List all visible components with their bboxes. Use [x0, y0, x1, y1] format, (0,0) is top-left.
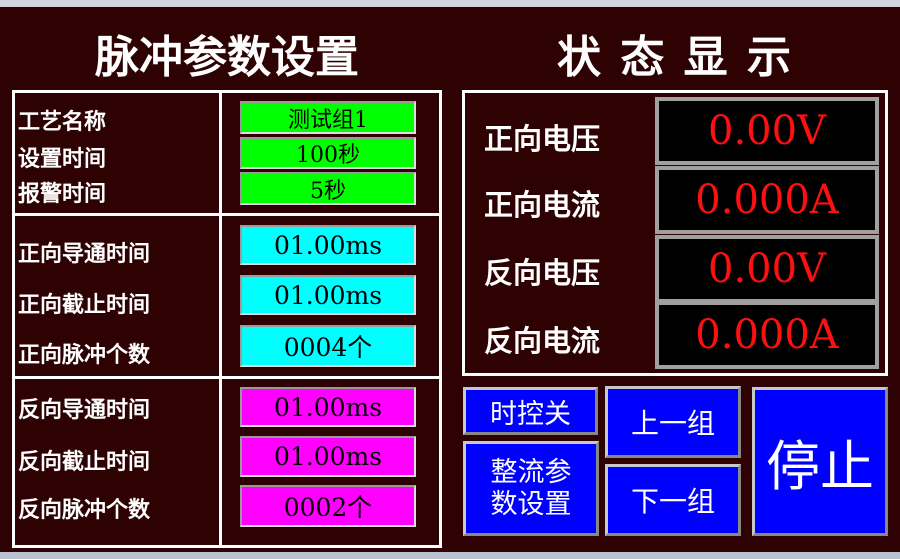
- set-time-label: 设置时间: [18, 147, 107, 172]
- window-bottom-bar: [0, 552, 900, 559]
- reverse-current-label: 反向电流: [484, 324, 601, 358]
- prev-group-button[interactable]: 上一组: [605, 386, 741, 458]
- reverse-voltage-display: 0.00V: [655, 235, 879, 303]
- forward-voltage-label: 正向电压: [484, 122, 601, 156]
- reverse-pulse-count-field[interactable]: 0002个: [240, 485, 416, 527]
- set-time-field[interactable]: 100秒: [240, 137, 416, 169]
- reverse-on-time-label: 反向导通时间: [18, 398, 151, 423]
- reverse-off-time-label: 反向截止时间: [18, 450, 151, 475]
- alarm-time-label: 报警时间: [18, 182, 107, 207]
- forward-on-time-field[interactable]: 01.00ms: [240, 225, 416, 265]
- reverse-on-time-field[interactable]: 01.00ms: [240, 387, 416, 427]
- reverse-pulse-count-label: 反向脉冲个数: [18, 498, 151, 523]
- window-top-bar: [0, 0, 900, 7]
- forward-on-time-label: 正向导通时间: [18, 242, 151, 267]
- stop-button[interactable]: 停止: [752, 387, 888, 536]
- params-panel: [12, 90, 442, 548]
- divider: [219, 90, 222, 548]
- forward-current-label: 正向电流: [484, 188, 601, 222]
- status-display-title: 状 态 显 示: [557, 32, 793, 83]
- forward-pulse-count-field[interactable]: 0004个: [240, 325, 416, 367]
- status-panel: [462, 90, 888, 376]
- reverse-voltage-label: 反向电压: [484, 256, 601, 290]
- process-name-field[interactable]: 测试组1: [240, 101, 416, 134]
- timer-off-button[interactable]: 时控关: [463, 387, 598, 435]
- divider: [12, 376, 442, 379]
- reverse-current-display: 0.000A: [655, 301, 879, 369]
- forward-voltage-display: 0.00V: [655, 97, 879, 165]
- divider: [12, 213, 442, 216]
- rectifier-settings-button[interactable]: 整流参数设置: [463, 441, 599, 536]
- forward-off-time-field[interactable]: 01.00ms: [240, 275, 416, 315]
- forward-off-time-label: 正向截止时间: [18, 293, 151, 318]
- process-name-label: 工艺名称: [18, 110, 107, 135]
- next-group-button[interactable]: 下一组: [605, 464, 741, 536]
- reverse-off-time-field[interactable]: 01.00ms: [240, 436, 416, 477]
- alarm-time-field[interactable]: 5秒: [240, 172, 416, 205]
- forward-current-display: 0.000A: [655, 166, 879, 234]
- forward-pulse-count-label: 正向脉冲个数: [18, 343, 151, 368]
- pulse-params-title: 脉冲参数设置: [95, 32, 359, 83]
